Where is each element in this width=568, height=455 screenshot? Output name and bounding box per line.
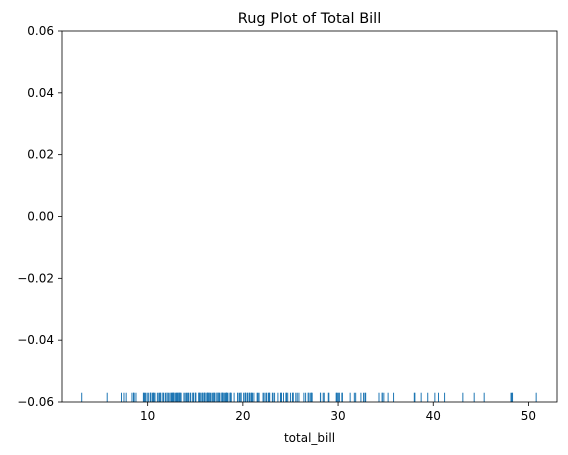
- y-tick-label: 0.00: [27, 210, 54, 224]
- x-tick-label: 30: [330, 409, 345, 423]
- x-tick-label: 10: [140, 409, 155, 423]
- y-tick-label: 0.02: [27, 148, 54, 162]
- rug-marks: [81, 392, 537, 402]
- y-tick-label: −0.02: [17, 271, 54, 285]
- y-axis: −0.06 −0.04 −0.02 0.00 0.02 0.04 0.06: [17, 24, 62, 409]
- y-tick-label: 0.06: [27, 24, 54, 38]
- x-tick-label: 40: [426, 409, 441, 423]
- plot-area-frame: [61, 30, 558, 403]
- y-tick-label: −0.04: [17, 333, 54, 347]
- x-axis: 10 20 30 40 50: [140, 402, 536, 423]
- y-tick-label: −0.06: [17, 395, 54, 409]
- x-axis-label: total_bill: [284, 431, 335, 445]
- chart-title: Rug Plot of Total Bill: [238, 11, 381, 27]
- x-tick-label: 50: [521, 409, 536, 423]
- y-tick-label: 0.04: [27, 86, 54, 100]
- x-tick-label: 20: [235, 409, 250, 423]
